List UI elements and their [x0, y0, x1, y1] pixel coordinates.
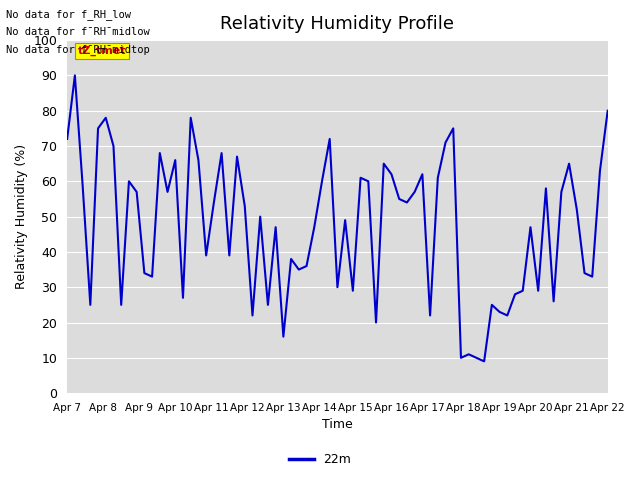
Title: Relativity Humidity Profile: Relativity Humidity Profile [220, 15, 454, 33]
Text: tZ_tmet: tZ_tmet [78, 46, 127, 57]
Text: No data for f¯RH¯midtop: No data for f¯RH¯midtop [6, 45, 150, 55]
Legend: 22m: 22m [284, 448, 356, 471]
Text: No data for f¯RH¯midlow: No data for f¯RH¯midlow [6, 27, 150, 37]
Text: No data for f_RH_low: No data for f_RH_low [6, 9, 131, 20]
Y-axis label: Relativity Humidity (%): Relativity Humidity (%) [15, 144, 28, 289]
X-axis label: Time: Time [322, 419, 353, 432]
